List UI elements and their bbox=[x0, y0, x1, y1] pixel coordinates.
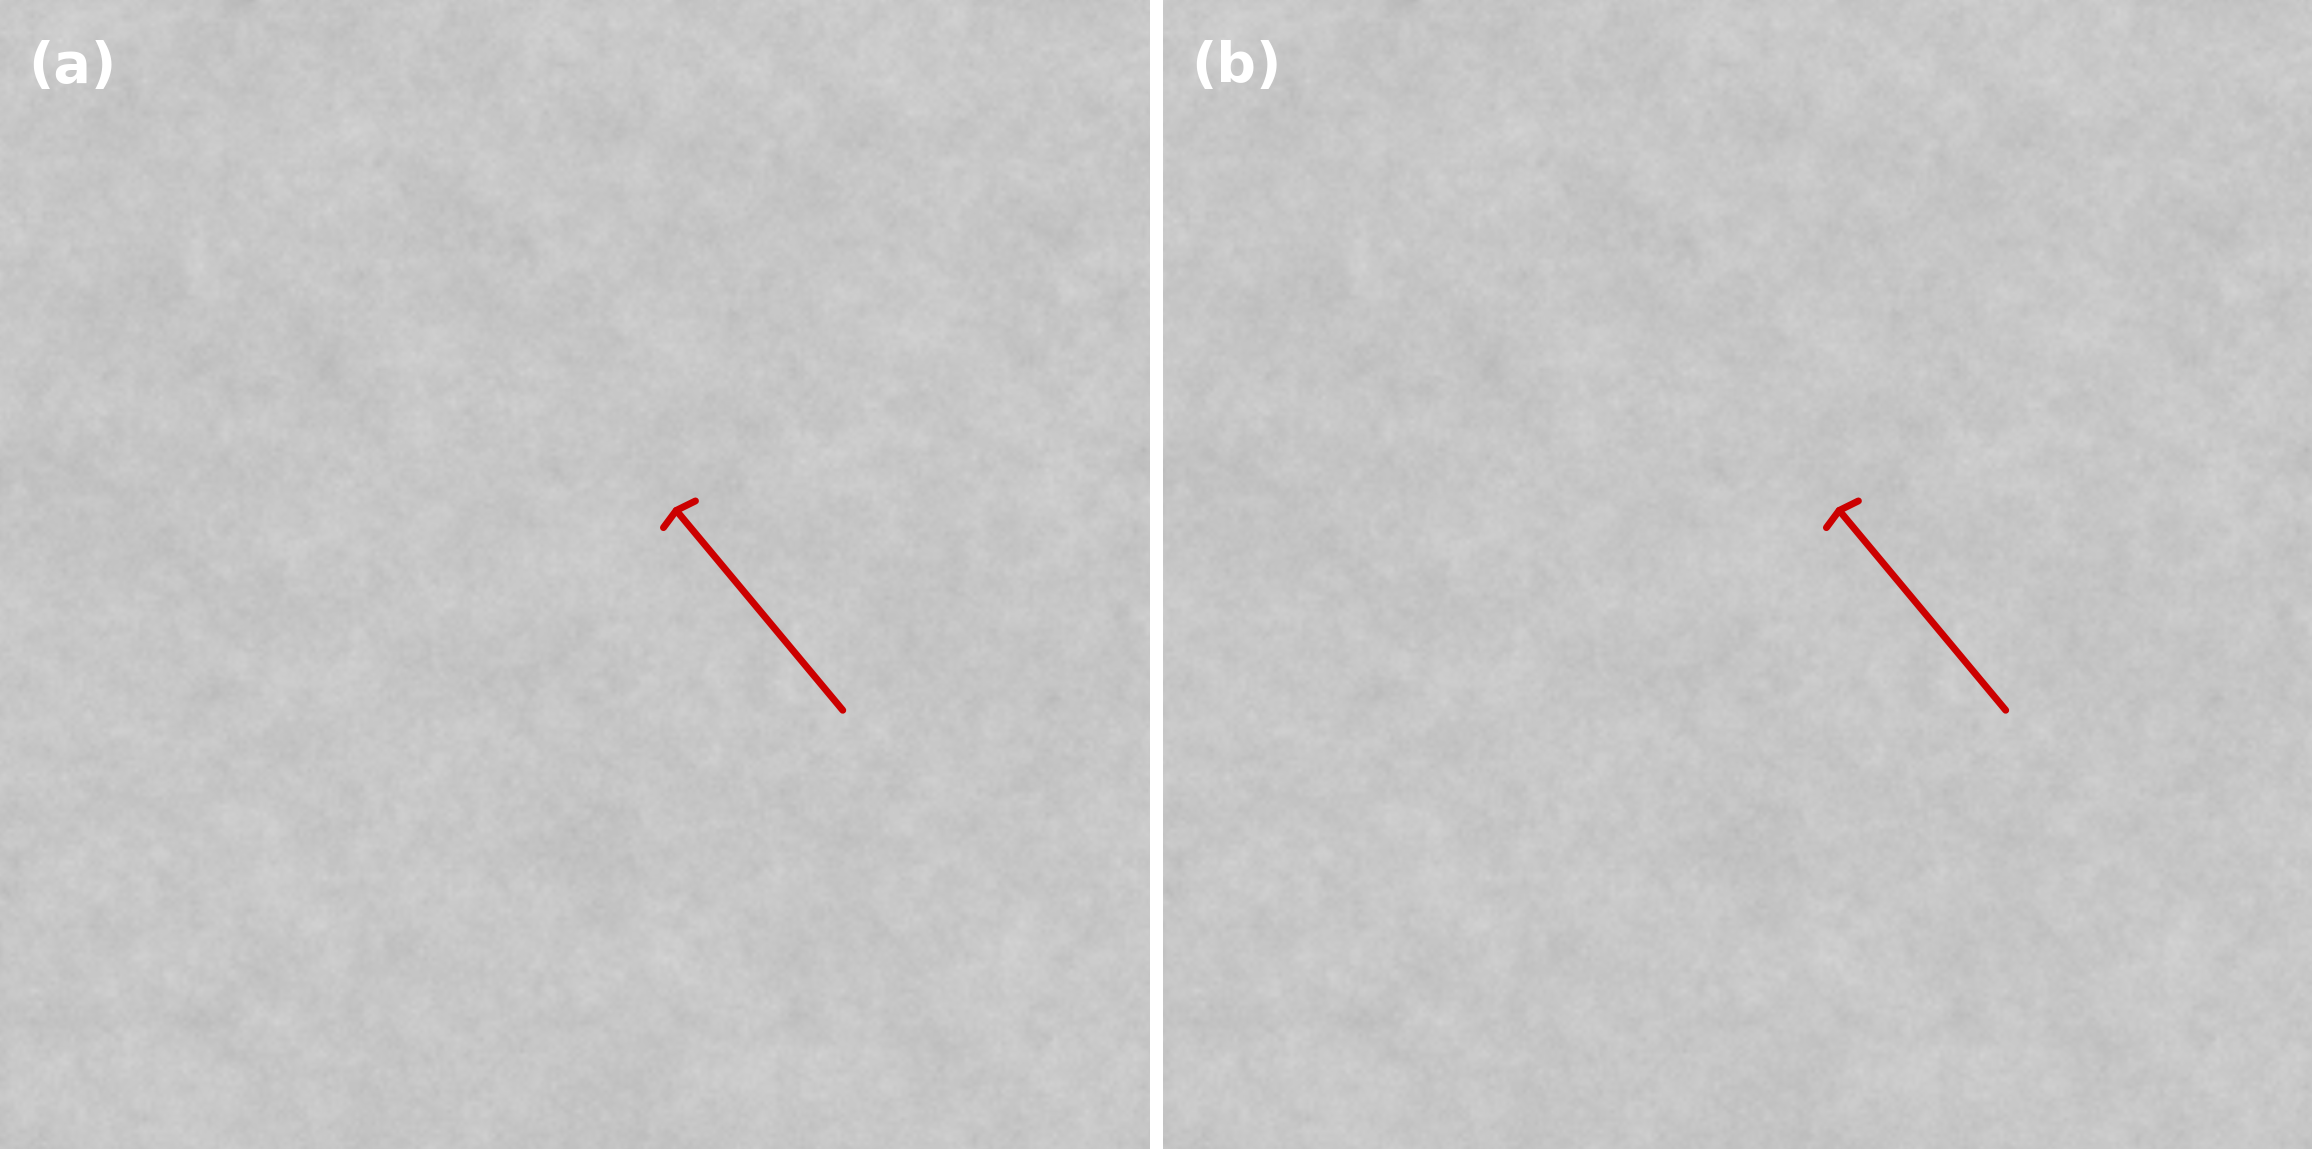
Text: (b): (b) bbox=[1191, 40, 1283, 94]
Text: (a): (a) bbox=[28, 40, 118, 94]
